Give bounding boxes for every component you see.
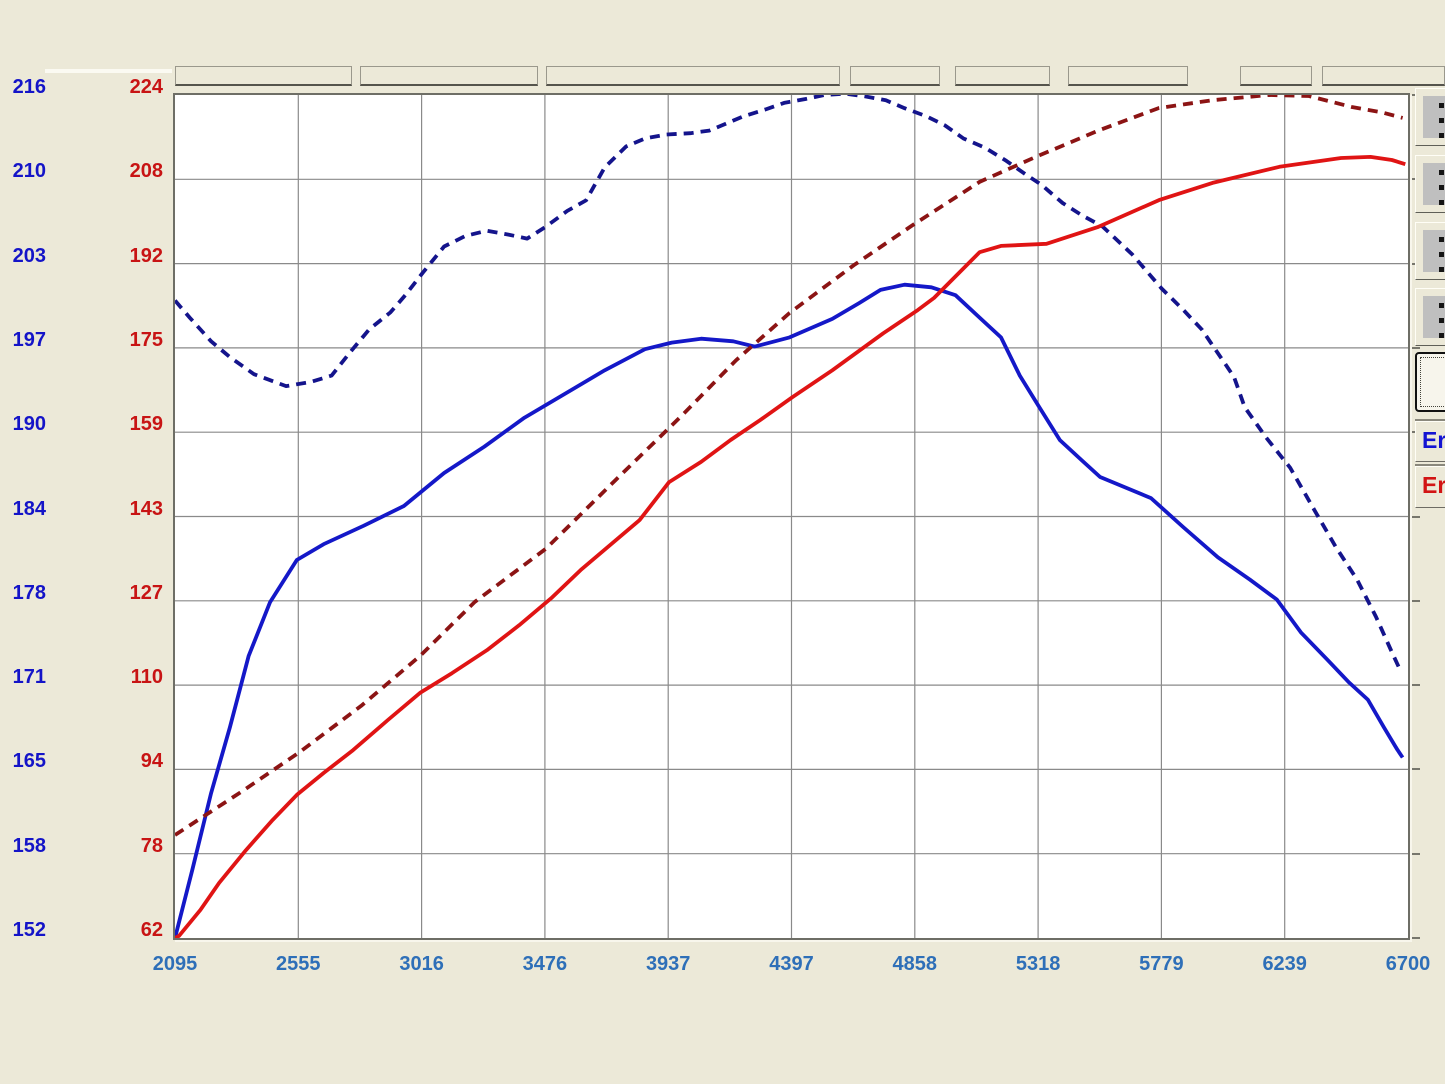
y-red-tick-label: 127 (129, 581, 163, 604)
x-rpm-tick-label: 6700 (1385, 953, 1431, 975)
x-rpm-tick-label: 5779 (1139, 953, 1184, 975)
x-rpm-tick-label: 2095 (152, 953, 198, 975)
mini-graph-icon (1423, 163, 1445, 205)
right-tick-mark (1412, 346, 1420, 349)
error-button-red[interactable]: Er (1415, 466, 1445, 508)
curve-solid-red (175, 155, 1406, 938)
error-button-red-label: Er (1422, 472, 1445, 498)
y-blue-tick-label: 165 (12, 750, 46, 773)
toolbar-button-stub-1[interactable] (175, 66, 352, 86)
focused-blank-button[interactable] (1415, 352, 1445, 412)
toolbar-button-stub-3[interactable] (546, 66, 840, 86)
toolbar-button-stub-5[interactable] (955, 66, 1050, 86)
y-red-tick-label: 143 (129, 497, 163, 520)
right-tick-mark (1412, 515, 1420, 518)
toolbar-button-stub-8[interactable] (1322, 66, 1445, 86)
y-red-tick-label: 175 (129, 328, 163, 351)
y-blue-tick-label: 158 (12, 834, 46, 857)
right-tick-mark (1412, 768, 1420, 771)
y-blue-tick-label: 184 (12, 497, 46, 520)
y-red-tick-label: 224 (129, 76, 163, 98)
y-red-tick-label: 110 (130, 666, 163, 689)
y-blue-tick-label: 216 (12, 76, 46, 98)
toolbar-button-stub-6[interactable] (1068, 66, 1188, 86)
x-rpm-tick-label: 5318 (1015, 953, 1061, 975)
toolbar-button-stub-7[interactable] (1240, 66, 1312, 86)
right-tick-mark (1412, 937, 1420, 939)
x-rpm-tick-label: 2555 (276, 953, 321, 975)
x-rpm-tick-label: 4397 (769, 953, 814, 975)
x-rpm-tick-label: 3016 (399, 953, 444, 975)
y-blue-tick-label: 178 (12, 581, 46, 604)
curve-dashed-blue (175, 95, 1401, 668)
error-button-blue-label: Er (1422, 427, 1445, 453)
toolbar-button-stub-4[interactable] (850, 66, 940, 86)
toolbar-highlight-line (45, 69, 172, 73)
y-red-tick-label: 62 (140, 919, 163, 941)
right-tick-mark (1412, 852, 1420, 855)
y-blue-tick-label: 152 (12, 919, 46, 941)
y-red-tick-label: 159 (129, 413, 163, 436)
y-red-tick-label: 192 (129, 244, 163, 267)
y-red-tick-label: 78 (140, 834, 163, 857)
curve-dashed-maroon (175, 95, 1404, 837)
mini-graph-icon (1423, 230, 1445, 272)
y-blue-tick-label: 171 (12, 666, 46, 689)
y-blue-tick-label: 197 (12, 328, 46, 351)
error-button-blue[interactable]: Er (1415, 421, 1445, 462)
y-blue-tick-label: 203 (12, 244, 46, 267)
graph-option-button-4[interactable] (1415, 288, 1445, 346)
right-tick-mark (1412, 684, 1420, 687)
mini-graph-icon (1423, 96, 1445, 138)
focus-rectangle (1420, 357, 1445, 407)
right-tick-mark (1412, 599, 1420, 602)
x-rpm-tick-label: 6239 (1262, 953, 1307, 975)
x-rpm-tick-label: 3476 (522, 953, 568, 975)
graph-option-button-2[interactable] (1415, 155, 1445, 213)
mini-graph-icon (1423, 296, 1445, 338)
x-rpm-tick-label: 4858 (892, 953, 938, 975)
dyno-chart (175, 95, 1408, 938)
y-red-tick-label: 208 (129, 160, 163, 183)
graph-option-button-1[interactable] (1415, 88, 1445, 146)
y-blue-tick-label: 190 (12, 413, 46, 436)
curve-solid-blue (175, 282, 1405, 938)
toolbar-button-stub-2[interactable] (360, 66, 538, 86)
x-rpm-tick-label: 3937 (645, 953, 691, 975)
graph-option-button-3[interactable] (1415, 222, 1445, 280)
y-red-tick-label: 94 (140, 750, 163, 773)
y-blue-tick-label: 210 (12, 160, 46, 183)
